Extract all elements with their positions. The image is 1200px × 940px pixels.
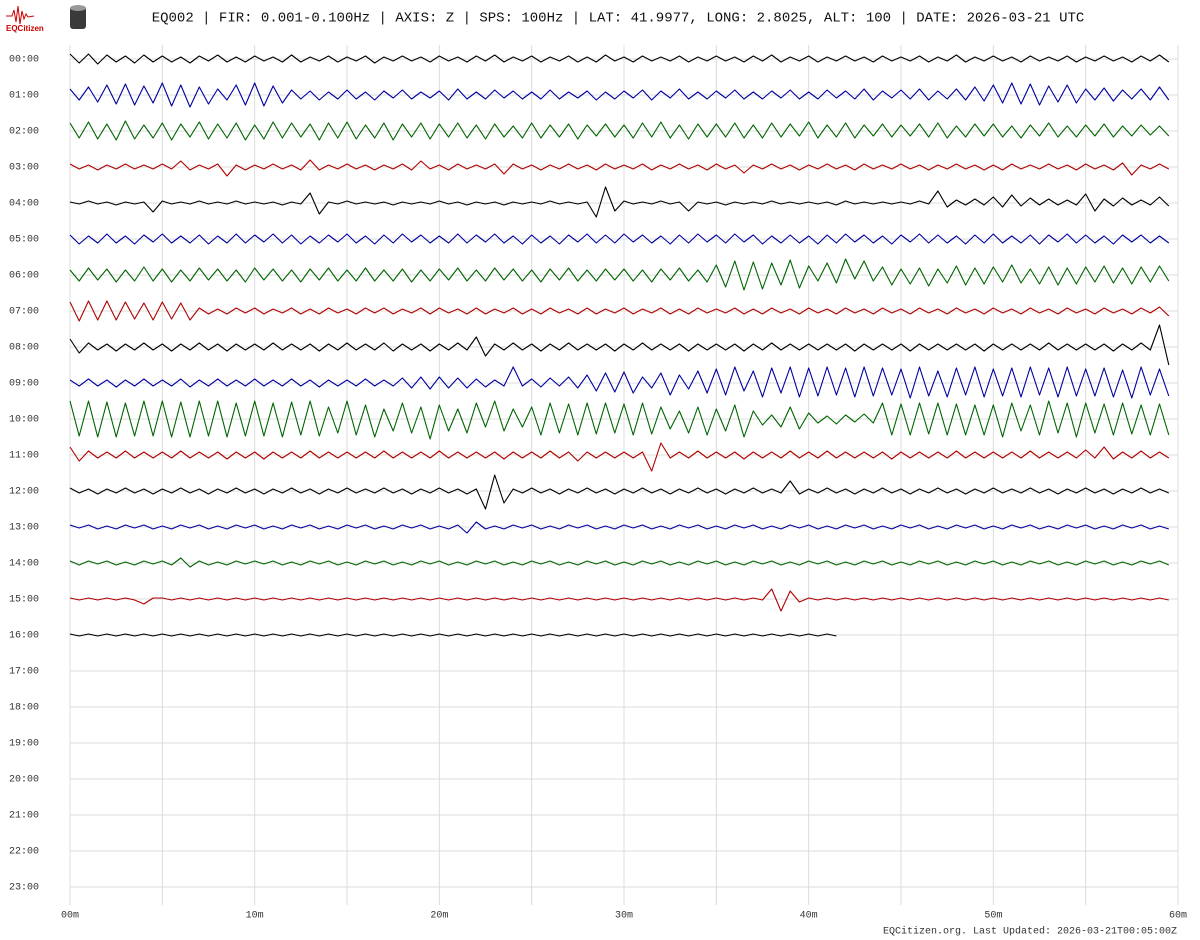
trace [69, 633, 837, 637]
row-label: 15:00 [9, 595, 39, 606]
row-label: 20:00 [9, 775, 39, 786]
trace [69, 120, 1170, 141]
logo-wave [6, 5, 35, 25]
row-label: 00:00 [9, 55, 39, 66]
x-tick-label: 00m [61, 911, 79, 922]
trace [69, 324, 1170, 366]
icon-top [70, 5, 86, 11]
icon-body [70, 7, 86, 29]
trace [69, 258, 1170, 291]
title: EQ002 | FIR: 0.001-0.100Hz | AXIS: Z | S… [152, 11, 1085, 27]
row-label: 21:00 [9, 811, 39, 822]
row-label: 10:00 [9, 415, 39, 426]
x-tick-label: 10m [246, 911, 264, 922]
row-label: 04:00 [9, 199, 39, 210]
trace [69, 186, 1170, 218]
logo: EQCitizen [6, 5, 44, 33]
x-tick-label: 50m [984, 911, 1002, 922]
row-label: 03:00 [9, 163, 39, 174]
sensor-icon [70, 5, 86, 29]
logo-text: EQCitizen [6, 24, 44, 33]
x-tick-label: 60m [1169, 911, 1187, 922]
trace [69, 400, 1170, 440]
row-label: 19:00 [9, 739, 39, 750]
trace [69, 366, 1170, 399]
row-label: 11:00 [9, 451, 39, 462]
trace [69, 521, 1169, 534]
row-label: 08:00 [9, 343, 39, 354]
row-label: 18:00 [9, 703, 39, 714]
x-tick-label: 20m [430, 911, 448, 922]
row-label: 09:00 [9, 379, 39, 390]
trace [69, 557, 1170, 568]
trace [69, 53, 1170, 65]
row-label: 13:00 [9, 523, 39, 534]
row-label: 16:00 [9, 631, 39, 642]
footer: EQCitizen.org. Last Updated: 2026-03-21T… [883, 926, 1177, 938]
trace [69, 588, 1169, 612]
row-label: 23:00 [9, 883, 39, 894]
trace [69, 474, 1170, 510]
x-tick-label: 30m [615, 911, 633, 922]
row-label: 12:00 [9, 487, 39, 498]
trace [69, 159, 1170, 177]
row-label: 06:00 [9, 271, 39, 282]
trace [69, 82, 1170, 108]
row-label: 05:00 [9, 235, 39, 246]
trace [69, 442, 1170, 472]
row-label: 14:00 [9, 559, 39, 570]
trace [69, 233, 1170, 245]
x-tick-label: 40m [800, 911, 818, 922]
row-label: 07:00 [9, 307, 39, 318]
row-label: 01:00 [9, 91, 39, 102]
row-label: 02:00 [9, 127, 39, 138]
row-label: 17:00 [9, 667, 39, 678]
trace [69, 300, 1170, 322]
row-label: 22:00 [9, 847, 39, 858]
